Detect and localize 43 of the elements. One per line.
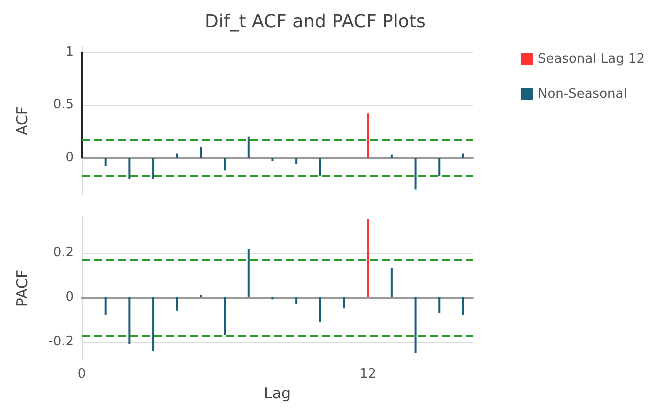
chart-title: Dif_t ACF and PACF Plots <box>205 12 426 32</box>
bar <box>462 154 464 158</box>
bar <box>104 158 107 166</box>
bar <box>296 158 298 164</box>
x-tick-label: 12 <box>360 367 376 382</box>
bar <box>438 158 441 176</box>
bar <box>224 158 226 171</box>
y-tick-label: 0.2 <box>53 245 74 260</box>
y-tick-label: 0 <box>66 150 74 166</box>
bar <box>296 297 298 304</box>
y-tick-label: 0 <box>66 290 74 305</box>
legend-label: Non-Seasonal <box>538 87 628 102</box>
bar <box>343 297 346 309</box>
bar <box>414 297 417 354</box>
bar <box>438 297 441 314</box>
y-tick-label: 0.5 <box>53 98 74 113</box>
x-axis-title: Lag <box>264 384 292 402</box>
legend-label: Seasonal Lag 12 <box>538 52 646 67</box>
bar <box>414 158 417 190</box>
bar <box>367 219 370 298</box>
bar <box>128 297 131 344</box>
bar <box>224 297 226 336</box>
bar <box>319 297 322 322</box>
y-axis-title: ACF <box>14 106 32 136</box>
bar <box>200 147 202 158</box>
bar <box>176 297 178 311</box>
bar <box>390 268 393 298</box>
bar <box>128 158 131 180</box>
bar <box>104 297 107 316</box>
y-tick-label: -0.2 <box>48 334 74 350</box>
bar <box>248 136 250 158</box>
bar <box>152 158 155 180</box>
bar <box>81 52 83 158</box>
bar <box>319 158 322 176</box>
bar <box>176 154 178 158</box>
y-axis-title: PACF <box>14 270 32 308</box>
bar <box>367 114 370 158</box>
bar <box>248 249 250 298</box>
y-tick-label: 1 <box>66 44 74 60</box>
bar <box>272 158 274 162</box>
bar <box>152 297 155 352</box>
bar <box>390 154 393 158</box>
bar <box>462 297 464 316</box>
